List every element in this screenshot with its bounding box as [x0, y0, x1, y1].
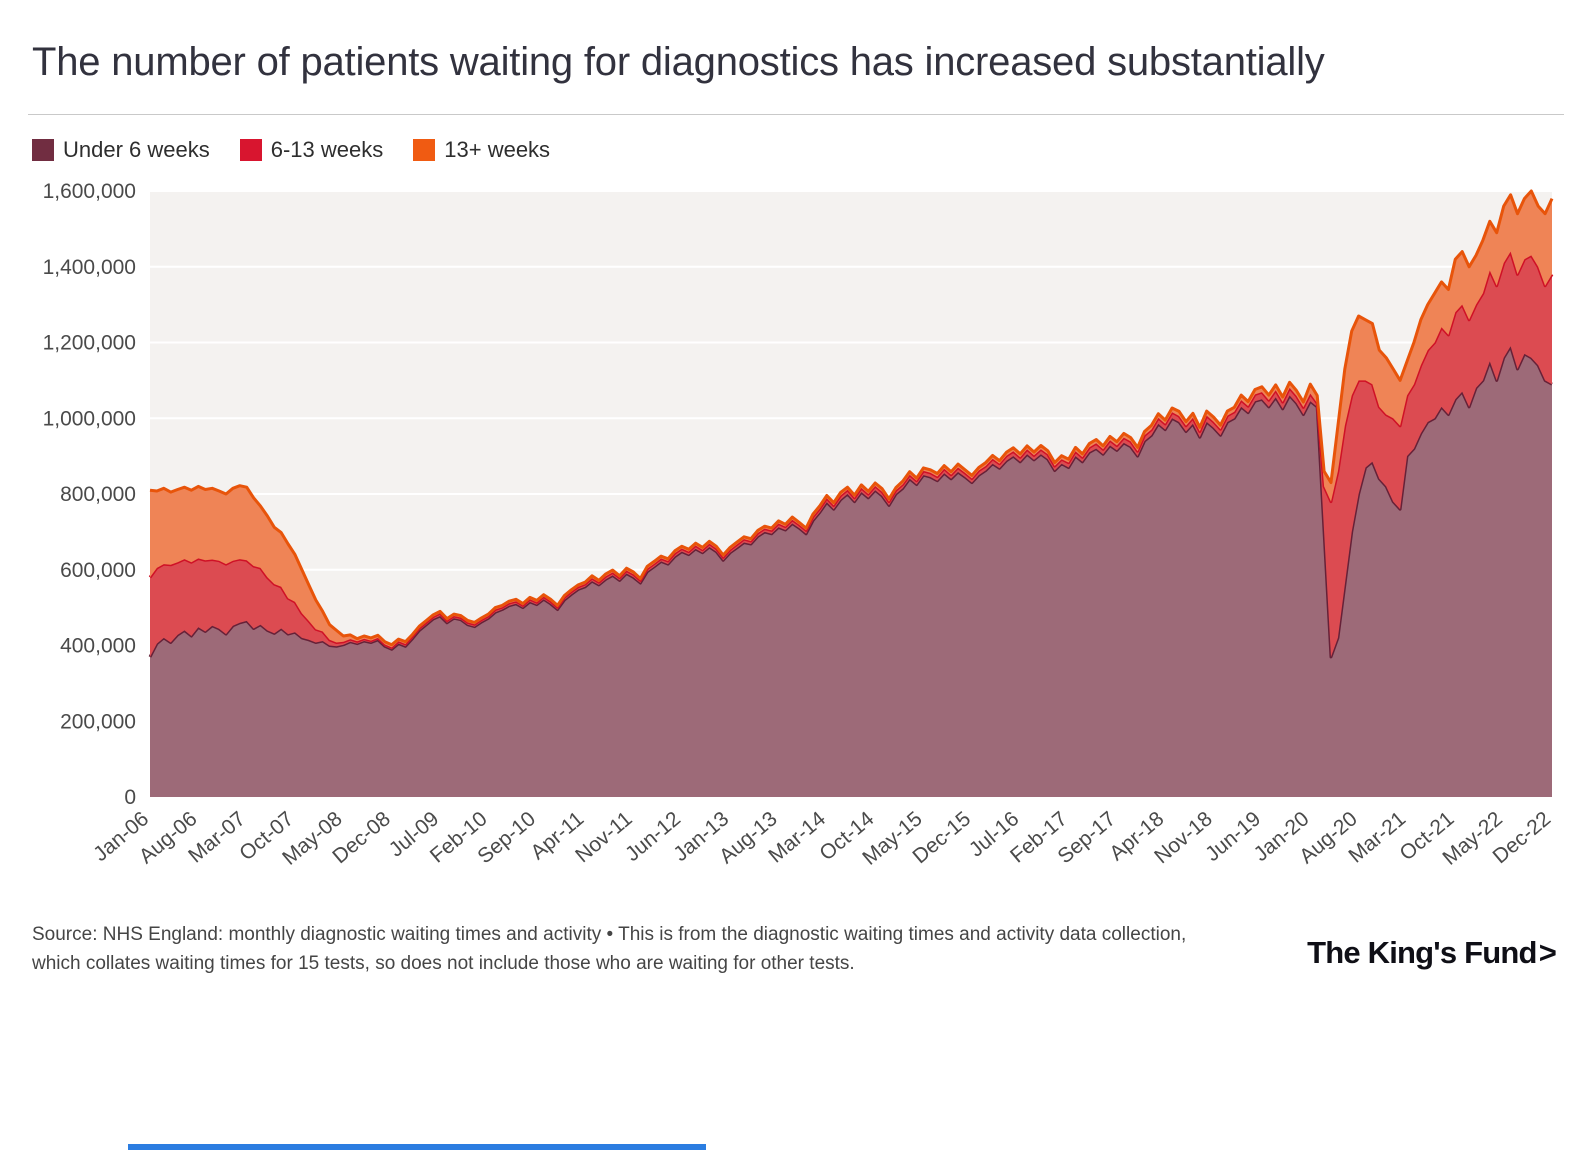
legend-item-13-plus-weeks: 13+ weeks [413, 137, 550, 163]
kings-fund-logo-text: The King's Fund [1307, 935, 1537, 970]
title-divider [28, 114, 1564, 115]
svg-text:800,000: 800,000 [60, 483, 136, 506]
svg-text:1,600,000: 1,600,000 [43, 180, 136, 203]
svg-text:0: 0 [124, 786, 136, 809]
svg-text:600,000: 600,000 [60, 559, 136, 582]
legend-swatch-13-plus-weeks [413, 139, 436, 161]
kings-fund-logo: The King's Fund> [1307, 935, 1557, 971]
svg-text:400,000: 400,000 [60, 635, 136, 658]
diagnostics-stacked-area-chart: 0 200,000 400,000 600,000 800,000 1,000,000 1,… [43, 180, 1556, 870]
svg-text:Jun-12: Jun-12 [621, 807, 685, 866]
svg-text:Jun-19: Jun-19 [1201, 807, 1265, 866]
bottom-accent-bar [128, 1144, 706, 1150]
svg-text:1,400,000: 1,400,000 [43, 256, 136, 279]
legend: Under 6 weeks 6-13 weeks 13+ weeks [32, 137, 1564, 163]
chevron-right-icon: > [1538, 935, 1557, 970]
svg-text:200,000: 200,000 [60, 710, 136, 733]
svg-text:1,000,000: 1,000,000 [43, 407, 136, 430]
source-note: Source: NHS England: monthly diagnostic … [32, 924, 1187, 974]
legend-item-under-6-weeks: Under 6 weeks [32, 137, 210, 163]
legend-label-under-6-weeks: Under 6 weeks [63, 137, 210, 162]
svg-text:1,200,000: 1,200,000 [43, 332, 136, 355]
legend-label-6-13-weeks: 6-13 weeks [270, 137, 384, 162]
legend-item-6-13-weeks: 6-13 weeks [239, 137, 384, 163]
page-title: The number of patients waiting for diagn… [32, 40, 1325, 84]
legend-swatch-6-13-weeks [239, 139, 262, 161]
legend-label-13-plus-weeks: 13+ weeks [444, 137, 551, 162]
footer: Source: NHS England: monthly diagnostic … [28, 921, 1564, 978]
legend-swatch-under-6-weeks [32, 139, 54, 161]
